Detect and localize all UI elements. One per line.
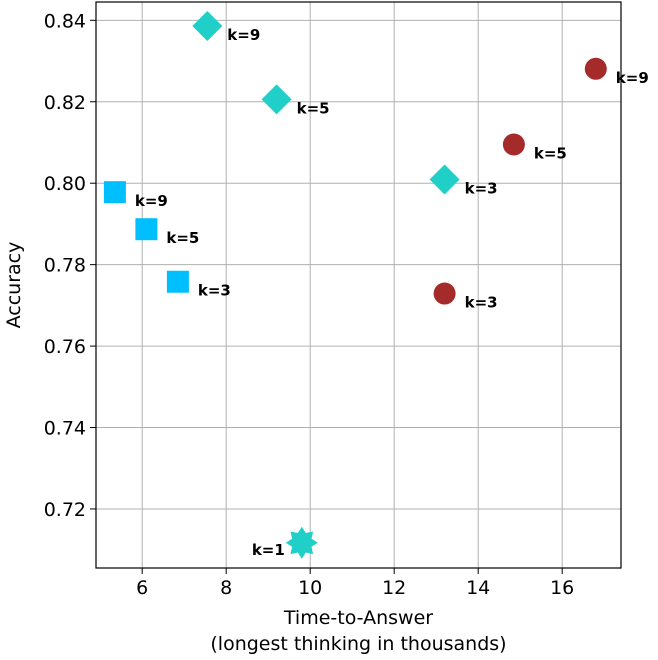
diamond-marker	[429, 164, 460, 195]
y-tick-label: 0.72	[44, 499, 86, 521]
y-tick-label: 0.80	[44, 173, 86, 195]
circle-marker	[433, 282, 456, 305]
point-label: k=3	[198, 282, 231, 300]
y-tick-label: 0.78	[44, 255, 86, 277]
square-marker	[135, 218, 158, 241]
diamond-marker	[192, 11, 223, 42]
x-tick-label: 6	[136, 577, 148, 599]
x-tick-label: 16	[550, 577, 574, 599]
grid-lines	[96, 2, 621, 568]
point-label: k=5	[166, 229, 199, 247]
point-label: k=3	[465, 294, 498, 312]
y-tick-label: 0.74	[44, 418, 86, 440]
point-label: k=9	[616, 69, 649, 87]
y-tick-label: 0.84	[44, 10, 86, 32]
point-labels: k=9 k=5 k=3 k=9 k=5 k=3 k=9 k=5 k=3 k=1	[135, 26, 649, 559]
data-points	[103, 11, 607, 559]
y-axis: 0.72 0.74 0.76 0.78 0.80 0.82 0.84	[44, 10, 96, 521]
square-marker	[166, 270, 189, 293]
y-axis-label: Accuracy	[3, 242, 25, 329]
diamond-marker	[261, 84, 292, 115]
y-tick-label: 0.82	[44, 92, 86, 114]
x-tick-label: 14	[466, 577, 490, 599]
point-label: k=3	[465, 180, 498, 198]
circle-marker	[584, 57, 607, 80]
point-label: k=1	[252, 541, 285, 559]
point-label: k=9	[135, 192, 168, 210]
x-axis-label-line2: (longest thinking in thousands)	[210, 633, 506, 655]
x-tick-label: 8	[220, 577, 232, 599]
circle-marker	[502, 133, 525, 156]
point-label: k=9	[227, 26, 260, 44]
x-tick-label: 12	[382, 577, 406, 599]
star-marker	[285, 526, 318, 559]
point-label: k=5	[534, 145, 567, 163]
x-axis-label: Time-to-Answer	[283, 607, 433, 629]
y-tick-label: 0.76	[44, 336, 86, 358]
x-axis: 6 8 10 12 14 16	[136, 568, 574, 599]
point-label: k=5	[297, 99, 330, 117]
square-marker	[103, 181, 126, 204]
plot-frame	[95, 1, 622, 569]
x-tick-label: 10	[298, 577, 322, 599]
